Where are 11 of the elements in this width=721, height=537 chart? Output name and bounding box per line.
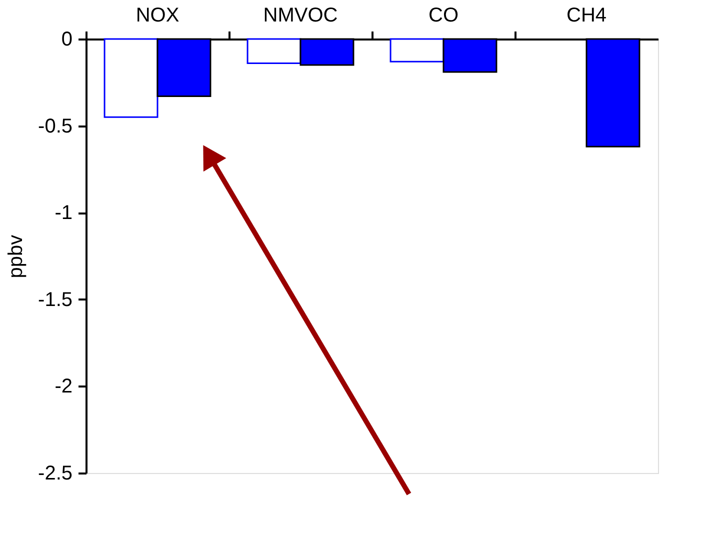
x-tick-label: CO (428, 4, 458, 26)
y-axis-title: ppbv (5, 234, 28, 278)
y-tick-label: -2.5 (38, 462, 72, 484)
y-tick-label: 0 (61, 28, 72, 50)
y-tick-label: -0.5 (38, 115, 72, 138)
x-tick-label: NMVOC (263, 4, 338, 26)
x-tick-label: NOX (136, 4, 180, 26)
x-tick-label: CH4 (566, 4, 607, 26)
y-tick-label: -1 (54, 202, 72, 224)
y-tick-label: -1.5 (38, 288, 72, 311)
y-tick-label: -2 (54, 376, 72, 398)
